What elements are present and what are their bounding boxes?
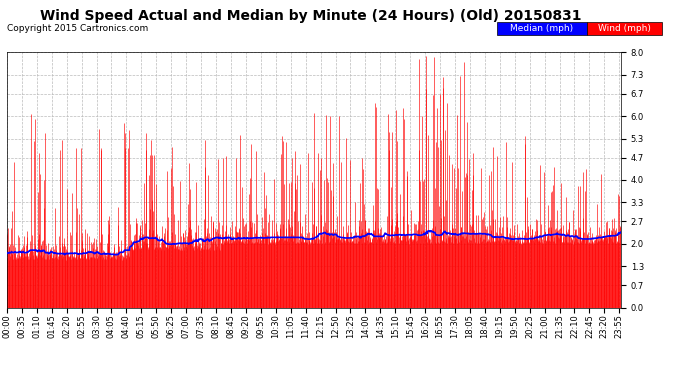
Text: Wind (mph): Wind (mph) (598, 24, 651, 33)
Text: Copyright 2015 Cartronics.com: Copyright 2015 Cartronics.com (7, 24, 148, 33)
Text: Median (mph): Median (mph) (510, 24, 573, 33)
Text: Wind Speed Actual and Median by Minute (24 Hours) (Old) 20150831: Wind Speed Actual and Median by Minute (… (40, 9, 581, 23)
